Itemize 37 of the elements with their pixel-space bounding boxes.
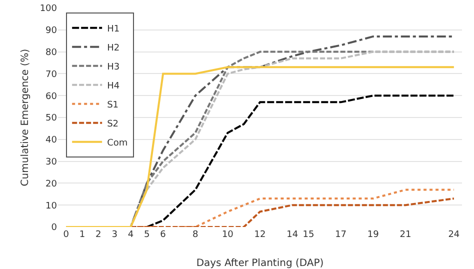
- x-tick-label: 24: [448, 230, 460, 240]
- legend-label: H3: [107, 62, 120, 72]
- x-axis-title: Days After Planting (DAP): [196, 258, 324, 269]
- line-series: [130, 198, 455, 227]
- y-tick-label: 0: [51, 223, 58, 234]
- x-tick-label: 6: [160, 230, 166, 240]
- y-tick-label: 50: [46, 114, 58, 124]
- y-tick-label: 10: [46, 201, 58, 212]
- y-tick-label: 80: [46, 48, 58, 58]
- x-tick-label: 14: [286, 230, 298, 240]
- x-tick-label: 4: [128, 230, 134, 240]
- y-tick-label: 70: [46, 70, 58, 80]
- x-tick-label: 17: [335, 230, 347, 240]
- legend-label: H1: [107, 24, 120, 34]
- y-tick-label: 20: [46, 179, 58, 190]
- x-tick-label: 2: [96, 230, 102, 240]
- y-tick-label: 100: [40, 4, 58, 14]
- y-tick-label: 90: [46, 26, 58, 36]
- legend-label: H2: [107, 43, 120, 54]
- legend-label: H4: [107, 81, 120, 92]
- y-tick-label: 30: [46, 157, 58, 168]
- y-axis-title: Cumulative Emergence (%): [20, 48, 31, 186]
- x-tick-label: 21: [400, 230, 412, 240]
- legend-label: S2: [107, 119, 119, 130]
- y-tick-label: 60: [46, 92, 58, 102]
- x-tick-label: 0: [63, 230, 70, 240]
- x-tick-label: 10: [222, 230, 234, 240]
- x-tick-label: 12: [254, 230, 266, 240]
- y-tick-label: 40: [46, 136, 58, 146]
- x-tick-label: 3: [112, 230, 118, 240]
- x-tick-label: 5: [144, 230, 150, 240]
- x-tick-label: 19: [367, 230, 380, 240]
- legend-label: Com: [107, 138, 128, 148]
- x-tick-label: 15: [302, 230, 314, 240]
- legend-label: S1: [107, 100, 119, 110]
- x-tick-label: 1: [79, 230, 86, 240]
- x-tick-label: 8: [192, 230, 198, 240]
